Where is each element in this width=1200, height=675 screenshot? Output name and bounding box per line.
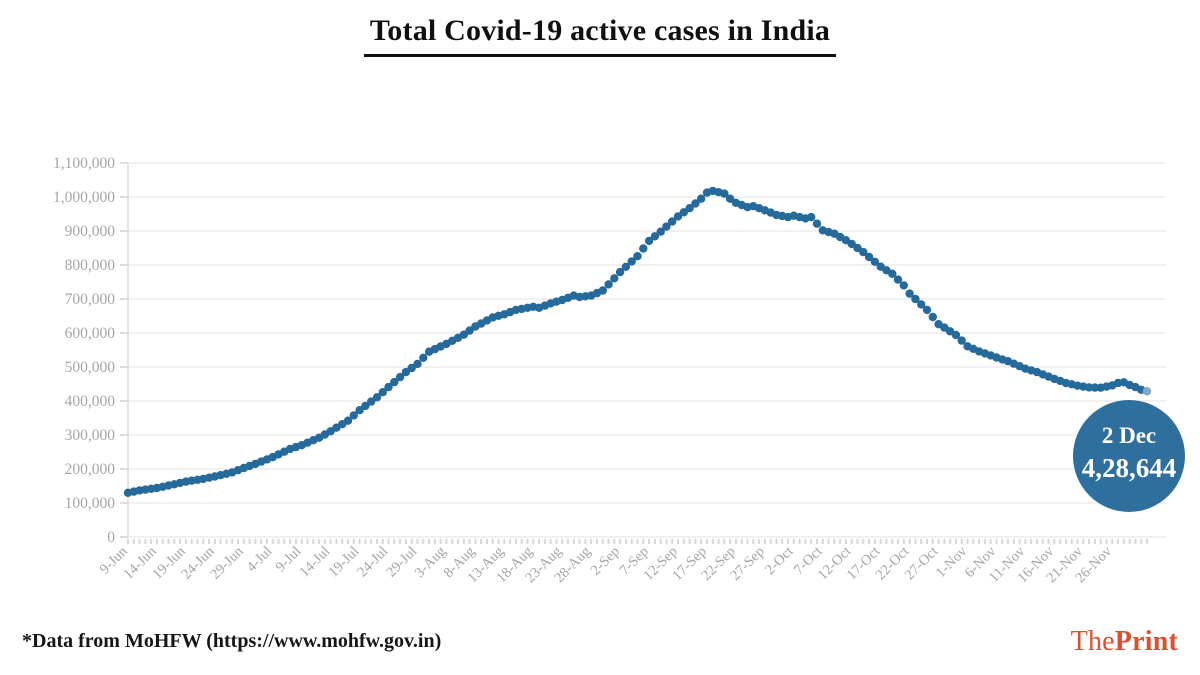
data-dot — [639, 244, 648, 253]
data-dot — [697, 194, 706, 203]
page-title: Total Covid-19 active cases in India — [363, 14, 837, 57]
data-dot — [644, 236, 654, 246]
data-dot — [905, 289, 914, 298]
x-ticks — [127, 539, 1148, 544]
data-dot — [859, 247, 868, 257]
data-dot — [922, 305, 932, 315]
data-dot — [621, 262, 631, 271]
y-tick-label: 600,000 — [65, 325, 116, 342]
title-bar: Total Covid-19 active cases in India — [0, 14, 1200, 57]
y-tick-label: 800,000 — [65, 257, 116, 274]
data-dot — [691, 199, 700, 208]
y-tick-label: 1,000,000 — [53, 189, 115, 206]
x-tick-label: 2-Sep — [588, 544, 623, 579]
data-dot — [343, 416, 353, 425]
x-tick-label: 29-Jul — [383, 544, 420, 581]
x-tick-label: 14-Jul — [297, 544, 334, 581]
data-dot — [853, 243, 862, 253]
y-tick-label: 900,000 — [65, 223, 116, 240]
x-tick-label: 29-Jun — [207, 543, 247, 583]
data-series — [123, 186, 1152, 497]
data-dot — [349, 411, 358, 420]
data-dot — [899, 281, 908, 290]
data-dot — [459, 330, 468, 339]
axis-ticks — [120, 162, 128, 538]
data-dot — [378, 388, 387, 397]
data-dot — [957, 336, 966, 345]
data-dot — [627, 257, 636, 266]
badge-circle — [1073, 400, 1185, 512]
data-dot — [390, 377, 399, 387]
data-dot — [395, 372, 405, 382]
x-axis-labels: 9-Jun14-Jun19-Jun24-Jun29-Jun4-Jul9-Jul1… — [97, 543, 1116, 586]
data-dot — [465, 326, 474, 335]
data-dot — [725, 194, 735, 203]
data-dot — [1090, 383, 1100, 392]
data-dot — [598, 286, 607, 295]
logo-the: The — [1070, 626, 1115, 657]
data-dot — [807, 212, 816, 222]
data-dot — [812, 219, 822, 228]
data-dot — [893, 275, 903, 284]
x-tick-label: 19-Jul — [325, 544, 362, 581]
data-dot — [679, 208, 688, 217]
data-dot — [407, 363, 416, 373]
data-dot — [650, 232, 660, 241]
y-tick-label: 500,000 — [65, 359, 116, 376]
data-dot — [888, 269, 897, 278]
x-tick-label: 2-Oct — [762, 544, 797, 579]
badge-value: 4,28,644 — [1082, 453, 1177, 483]
data-dot — [870, 257, 880, 266]
logo-print: Print — [1114, 626, 1178, 657]
data-dot — [656, 227, 665, 236]
data-dot — [668, 217, 677, 226]
badge-date: 2 Dec — [1102, 423, 1156, 448]
data-dot — [615, 267, 625, 277]
y-axis-labels: 0 100,000 200,000 300,000 400,000 500,000 600,… — [53, 155, 115, 546]
data-dot — [361, 401, 370, 411]
data-dot — [610, 274, 619, 283]
data-dot — [917, 300, 926, 309]
y-tick-label: 1,100,000 — [53, 155, 115, 172]
x-tick-label: 4-Jul — [244, 544, 276, 576]
data-dot — [355, 406, 364, 415]
x-tick-label: 27-Oct — [902, 544, 942, 584]
data-dot — [911, 294, 920, 304]
data-dot — [384, 382, 393, 392]
data-dot — [673, 212, 683, 221]
data-dot — [720, 189, 729, 198]
data-dot — [1142, 387, 1152, 396]
data-dot — [372, 393, 382, 402]
data-dot — [662, 222, 671, 231]
data-dot — [413, 359, 422, 369]
data-dot — [847, 239, 856, 249]
y-tick-label: 300,000 — [65, 427, 116, 444]
data-dot — [401, 367, 411, 377]
data-dot — [951, 330, 961, 340]
source-note: *Data from MoHFW (https://www.mohfw.gov.… — [22, 630, 442, 652]
x-tick-label: 1-Nov — [933, 543, 971, 581]
x-tick-label: 3-Aug — [412, 544, 450, 582]
y-gridlines — [128, 162, 1166, 538]
y-tick-label: 400,000 — [65, 393, 116, 410]
data-dot — [685, 204, 694, 213]
y-tick-label: 100,000 — [65, 495, 116, 512]
latest-value-badge: 2 Dec 4,28,644 — [1073, 400, 1185, 512]
data-dot — [928, 312, 937, 322]
data-dot — [419, 353, 428, 362]
y-tick-label: 0 — [107, 529, 115, 546]
data-dot — [604, 280, 613, 289]
data-dot — [864, 252, 874, 262]
x-tick-label: 24-Jul — [354, 544, 391, 581]
theprint-logo: ThePrint — [1071, 626, 1178, 658]
data-dot — [367, 397, 376, 406]
data-dot — [633, 252, 642, 261]
y-tick-label: 700,000 — [65, 291, 116, 308]
y-tick-label: 200,000 — [65, 461, 116, 478]
